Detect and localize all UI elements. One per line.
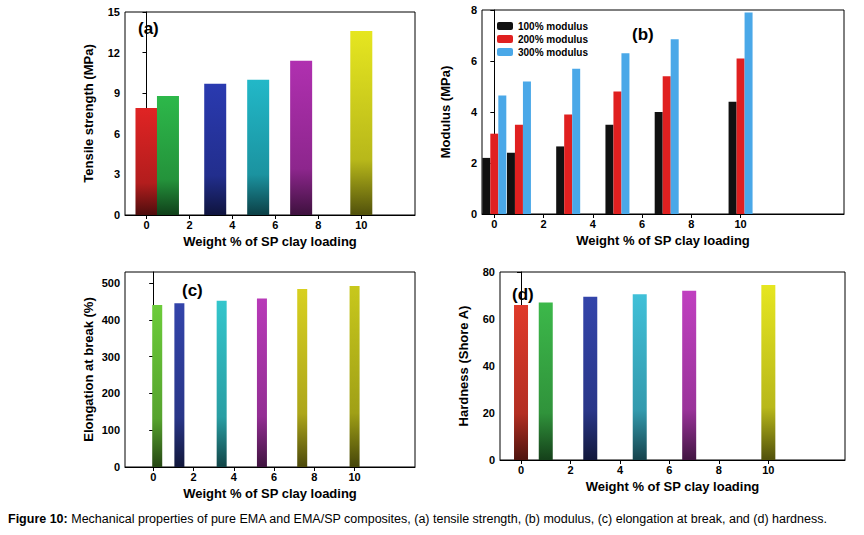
svg-text:200% modulus: 200% modulus: [518, 34, 588, 45]
svg-text:4: 4: [229, 219, 236, 231]
svg-text:Weight % of SP clay loading: Weight % of SP clay loading: [183, 486, 357, 501]
svg-text:3: 3: [114, 168, 120, 180]
svg-text:4: 4: [617, 464, 624, 476]
svg-text:(d): (d): [512, 285, 534, 304]
svg-text:4: 4: [471, 106, 478, 118]
svg-text:0: 0: [489, 454, 495, 466]
svg-text:8: 8: [311, 471, 317, 483]
svg-text:10: 10: [762, 464, 774, 476]
svg-text:300: 300: [102, 351, 120, 363]
svg-text:6: 6: [272, 219, 278, 231]
html-text:Figure 10: Mechanical properti: Figure 10: Mechanical properties of pure…: [8, 512, 827, 526]
svg-text:8: 8: [471, 4, 477, 16]
svg-text:4: 4: [590, 218, 597, 230]
svg-text:10: 10: [734, 218, 746, 230]
svg-text:80: 80: [483, 266, 495, 278]
svg-text:0: 0: [143, 219, 149, 231]
svg-text:2: 2: [471, 157, 477, 169]
svg-text:6: 6: [639, 218, 645, 230]
svg-text:0: 0: [518, 464, 524, 476]
svg-text:0: 0: [150, 471, 156, 483]
svg-text:Elongation at break (%): Elongation at break (%): [81, 297, 96, 441]
svg-text:0: 0: [114, 209, 120, 221]
svg-text:300% modulus: 300% modulus: [518, 47, 588, 58]
svg-text:12: 12: [108, 47, 120, 59]
svg-text:4: 4: [231, 471, 238, 483]
svg-text:6: 6: [471, 55, 477, 67]
svg-text:0: 0: [114, 461, 120, 473]
svg-text:0: 0: [471, 208, 477, 220]
svg-text:10: 10: [348, 471, 360, 483]
svg-text:0: 0: [491, 218, 497, 230]
svg-text:15: 15: [108, 6, 120, 18]
svg-text:6: 6: [666, 464, 672, 476]
svg-text:100: 100: [102, 424, 120, 436]
svg-text:Modulus (MPa): Modulus (MPa): [438, 66, 453, 158]
svg-text:2: 2: [541, 218, 547, 230]
svg-text:10: 10: [355, 219, 367, 231]
svg-text:9: 9: [114, 87, 120, 99]
svg-text:8: 8: [716, 464, 722, 476]
svg-text:2: 2: [186, 219, 192, 231]
svg-text:8: 8: [315, 219, 321, 231]
svg-text:Hardness (Shore A): Hardness (Shore A): [456, 306, 471, 427]
svg-text:(a): (a): [138, 19, 159, 38]
svg-text:100% modulus: 100% modulus: [518, 21, 588, 32]
svg-text:Weight % of SP clay loading: Weight % of SP clay loading: [576, 233, 750, 248]
svg-text:400: 400: [102, 314, 120, 326]
svg-text:60: 60: [483, 313, 495, 325]
svg-text:(c): (c): [182, 281, 203, 300]
svg-text:Tensile strength (MPa): Tensile strength (MPa): [81, 44, 96, 182]
svg-text:Weight % of SP clay loading: Weight % of SP clay loading: [586, 479, 760, 494]
svg-text:20: 20: [483, 407, 495, 419]
svg-text:6: 6: [114, 128, 120, 140]
svg-text:500: 500: [102, 277, 120, 289]
svg-text:2: 2: [190, 471, 196, 483]
svg-text:2: 2: [567, 464, 573, 476]
svg-text:(b): (b): [632, 25, 654, 44]
svg-text:Weight % of SP clay loading: Weight % of SP clay loading: [183, 234, 357, 249]
svg-text:40: 40: [483, 360, 495, 372]
svg-text:200: 200: [102, 387, 120, 399]
svg-text:6: 6: [271, 471, 277, 483]
svg-text:8: 8: [688, 218, 694, 230]
